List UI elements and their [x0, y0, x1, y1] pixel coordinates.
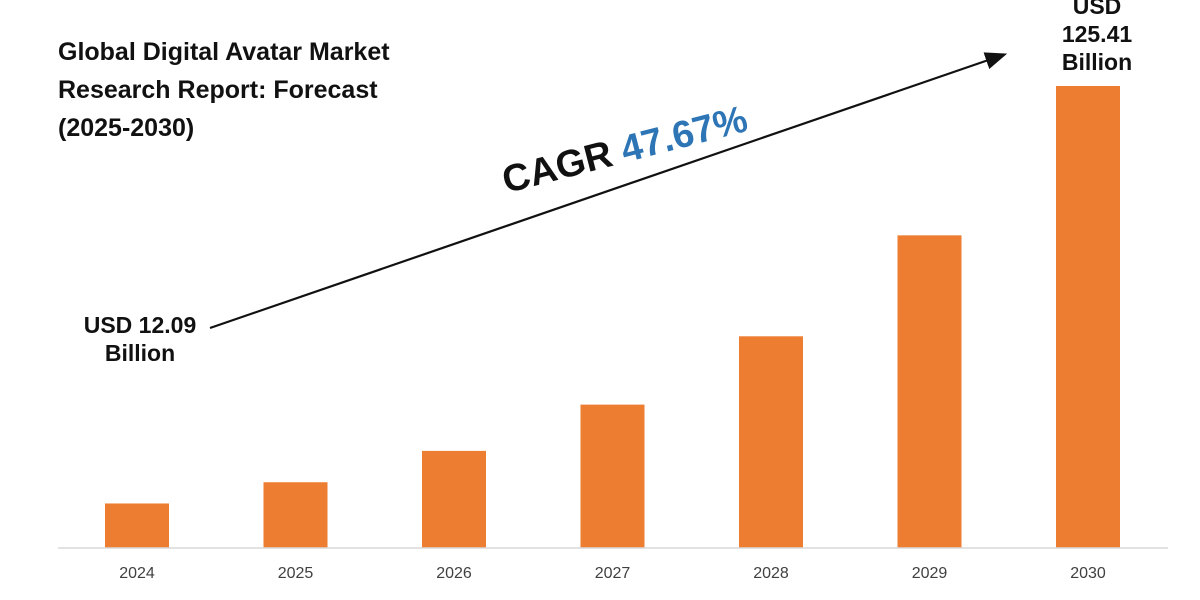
x-tick-label-2026: 2026 [436, 565, 472, 582]
bar-2029 [897, 235, 962, 548]
start-value-label: USD 12.09 Billion [60, 311, 220, 367]
x-tick-label-2025: 2025 [278, 565, 314, 582]
x-tick-label-2028: 2028 [753, 565, 789, 582]
start-value-line-1: USD 12.09 [83, 312, 197, 338]
end-value-line-2: 125.41 [1061, 21, 1133, 47]
x-tick-labels: 2024 2025 2026 2027 2028 2029 2030 [119, 565, 1106, 582]
start-value-line-2: Billion [104, 340, 176, 366]
bar-2026 [422, 450, 486, 548]
chart-title-line-3: (2025-2030) [58, 114, 195, 142]
end-value-label: USD 125.41 Billion [1022, 0, 1172, 76]
x-tick-label-2029: 2029 [912, 565, 948, 582]
bar-group [105, 86, 1120, 548]
bar-2028 [739, 336, 803, 548]
end-value-line-1: USD [1072, 0, 1122, 19]
end-value-line-3: Billion [1061, 49, 1133, 75]
bar-2027 [580, 404, 645, 548]
x-tick-label-2030: 2030 [1070, 565, 1106, 582]
trend-arrow [209, 52, 1008, 330]
bar-2025 [263, 482, 328, 548]
chart-title-line-1: Global Digital Avatar Market [58, 38, 390, 66]
bar-2030 [1056, 86, 1120, 548]
bar-2024 [105, 503, 169, 548]
x-tick-label-2024: 2024 [119, 565, 155, 582]
chart-title-line-2: Research Report: Forecast [58, 76, 378, 104]
x-tick-label-2027: 2027 [595, 565, 631, 582]
